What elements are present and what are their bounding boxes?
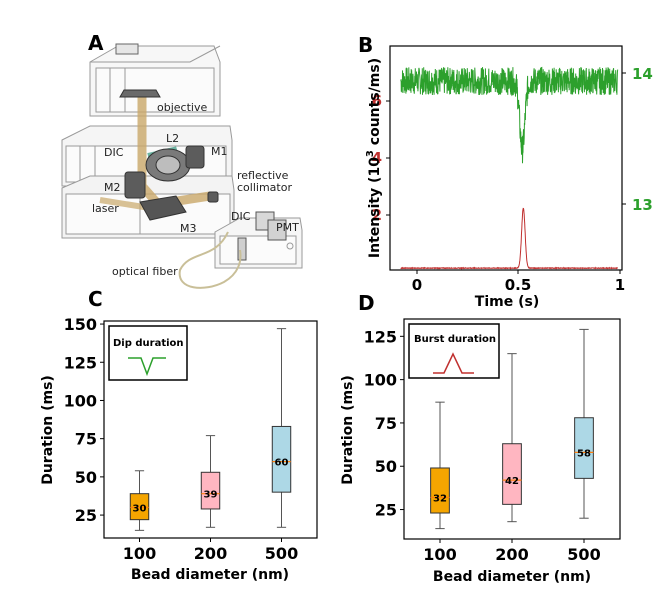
c-box-100-median-label: 30 — [133, 503, 147, 514]
d-y-tick-125: 125 — [364, 327, 397, 346]
c-y-tick-75: 75 — [75, 430, 97, 449]
burst-icon — [433, 352, 474, 374]
panel-c: C Dip duration 30 39 60 25 50 75 100 125 150 100… — [40, 287, 318, 583]
label-optical-fiber: optical fiber — [112, 265, 178, 278]
panel-b: B 2 4 6 13 14 0 0.5 1 Time (s) — [358, 33, 653, 310]
label-pmt: PMT — [276, 221, 299, 234]
b-series-red-trace — [400, 207, 618, 270]
b-left-tick-6: 6 — [372, 92, 382, 110]
c-x-tick-200: 200 — [194, 544, 227, 563]
d-box-200 — [502, 443, 522, 505]
c-box-500 — [271, 425, 292, 493]
panel-d-letter: D — [358, 291, 375, 315]
label-laser: laser — [92, 202, 119, 215]
d-x-tick-100: 100 — [423, 545, 456, 564]
d-box-500 — [574, 417, 594, 479]
panel-d-axes: 25 50 75 100 125 100 200 500 — [364, 327, 601, 564]
b-ylabel: Intensity (103 counts/ms) — [365, 58, 383, 258]
d-x-tick-500: 500 — [567, 545, 600, 564]
c-y-tick-125: 125 — [64, 353, 97, 372]
c-y-tick-25: 25 — [75, 506, 97, 525]
label-l2: L2 — [166, 132, 179, 145]
c-y-tick-100: 100 — [64, 391, 97, 410]
d-xlabel: Bead diameter (nm) — [433, 569, 591, 585]
panel-d-legend: Burst duration — [408, 323, 500, 379]
c-ylabel: Duration (ms) — [40, 375, 56, 485]
b-xlabel: Time (s) — [475, 294, 539, 310]
c-box-200 — [200, 471, 221, 510]
label-dic-top: DIC — [104, 146, 124, 159]
panel-d-legend-box — [408, 323, 500, 379]
panel-c-letter: C — [88, 287, 103, 311]
b-right-tick-14: 14 — [632, 65, 653, 83]
d-box-100 — [430, 467, 450, 514]
dip-icon — [128, 357, 166, 377]
c-x-tick-100: 100 — [123, 544, 156, 563]
label-dic-bottom: DIC — [231, 210, 251, 223]
panel-b-left-axis: 2 4 6 — [372, 92, 390, 224]
panel-b-traces — [400, 66, 619, 270]
panel-b-right-axis: 13 14 — [622, 65, 653, 214]
optical-mounts — [119, 89, 219, 221]
b-x-tick-05: 0.5 — [505, 276, 532, 294]
panel-c-legend-title: Dip duration — [113, 338, 184, 349]
panel-a-letter: A — [88, 31, 104, 55]
c-y-tick-50: 50 — [75, 468, 97, 487]
c-box-500-median-label: 60 — [275, 458, 289, 469]
b-left-tick-2: 2 — [372, 206, 382, 224]
label-m2: M2 — [104, 181, 121, 194]
d-box-500-median-label: 58 — [577, 448, 591, 459]
d-y-tick-75: 75 — [375, 414, 397, 433]
d-box-100-median-label: 32 — [433, 493, 447, 504]
b-series-green-trace — [400, 66, 619, 164]
c-box-100 — [129, 493, 150, 521]
d-y-tick-50: 50 — [375, 457, 397, 476]
b-right-tick-13: 13 — [632, 196, 653, 214]
panel-d-boxes: 32 42 58 — [430, 328, 594, 530]
label-reflective: reflective — [237, 169, 289, 182]
b-x-tick-0: 0 — [412, 276, 422, 294]
d-x-tick-200: 200 — [495, 545, 528, 564]
b-x-tick-1: 1 — [615, 276, 625, 294]
panel-c-axes: 25 50 75 100 125 150 100 200 500 — [64, 315, 299, 563]
c-box-200-median-label: 39 — [204, 490, 218, 501]
panel-b-x-axis: 0 0.5 1 Time (s) — [412, 270, 625, 310]
panel-a: A — [61, 31, 303, 289]
d-y-tick-100: 100 — [364, 371, 397, 390]
panel-d-legend-title: Burst duration — [414, 334, 496, 345]
d-y-tick-25: 25 — [375, 501, 397, 520]
label-objective: objective — [157, 101, 207, 114]
panel-b-letter: B — [358, 33, 373, 57]
panel-c-legend: Dip duration — [108, 325, 188, 381]
label-m3: M3 — [180, 222, 197, 235]
c-y-tick-150: 150 — [64, 315, 97, 334]
d-ylabel: Duration (ms) — [340, 375, 356, 485]
schematic-labels: objective L2 DIC M1 reflective collimato… — [92, 101, 299, 278]
d-box-200-median-label: 42 — [505, 476, 519, 487]
c-x-tick-500: 500 — [265, 544, 298, 563]
label-m1: M1 — [211, 145, 228, 158]
panel-c-boxes: 30 39 60 — [129, 328, 292, 531]
b-left-tick-4: 4 — [372, 149, 382, 167]
label-collimator: collimator — [237, 181, 292, 194]
c-xlabel: Bead diameter (nm) — [131, 567, 289, 583]
